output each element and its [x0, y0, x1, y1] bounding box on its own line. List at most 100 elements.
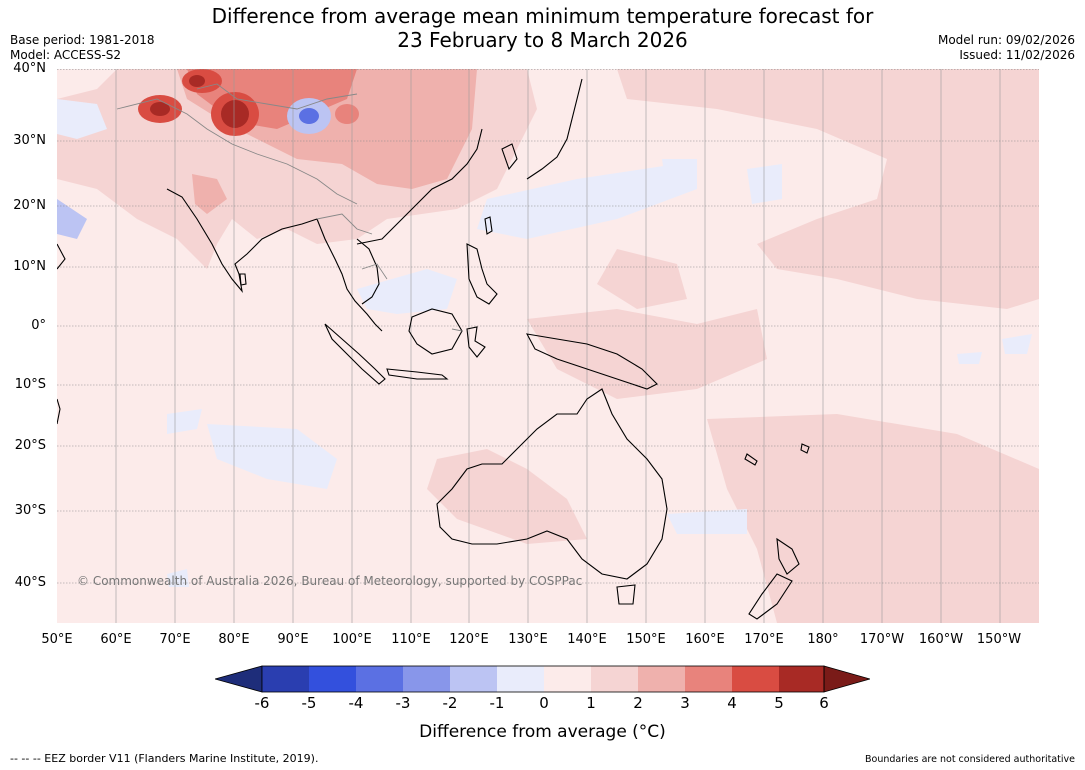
lat-label-30n: 30°N	[13, 133, 46, 148]
colorbar-arrow-left	[215, 665, 263, 693]
arabia-coast	[57, 243, 66, 270]
anomaly-map	[57, 69, 1039, 623]
taiwan	[484, 216, 493, 235]
colorbar-arrow-right	[823, 665, 870, 693]
lon-label-50e: 50°E	[41, 632, 73, 647]
lon-label-160w: 160°W	[918, 632, 964, 647]
vietnam-coast	[356, 238, 380, 305]
pacific-cool-3	[1002, 334, 1032, 354]
model-run: Model run: 09/02/2026	[937, 33, 1075, 47]
lat-label-0: 0°	[31, 318, 46, 333]
colorbar-bin-3	[356, 666, 403, 692]
cb-tick-1: 1	[586, 694, 596, 712]
meta-right: Model run: 09/02/2026 Issued: 11/02/2026	[938, 33, 1075, 63]
colorbar-title: Difference from average (°C)	[419, 722, 666, 742]
cb-tick-3: 3	[680, 694, 690, 712]
kamchatka-warm	[597, 249, 687, 309]
boundaries-note: Boundaries are not considered authoritat…	[865, 754, 1075, 765]
eez-note: -- -- -- EEZ border V11 (Flanders Marine…	[10, 752, 319, 765]
cb-tick-5: 5	[774, 694, 784, 712]
model-name: Model: ACCESS-S2	[10, 48, 122, 62]
new-guinea	[525, 333, 658, 390]
lat-label-40n: 40°N	[13, 61, 46, 76]
lat-label-20n: 20°N	[13, 198, 46, 213]
tasmania	[616, 584, 636, 605]
south-china-sea-cool	[357, 269, 457, 314]
sri-lanka	[239, 273, 247, 286]
cb-tick-0: 0	[539, 694, 549, 712]
fiji	[800, 443, 810, 454]
colorbar-bin-2	[309, 666, 356, 692]
australia-warm	[427, 449, 587, 544]
country-borders	[116, 83, 463, 332]
graticule	[115, 69, 1001, 623]
colorbar-bin-10	[685, 666, 732, 692]
indian-ocean-cool-2	[167, 409, 202, 434]
pacific-cool-2	[747, 164, 782, 204]
cb-tick-minus1: -1	[489, 694, 505, 712]
coastlines	[57, 78, 810, 620]
meta-left: Base period: 1981-2018 Model: ACCESS-S2	[10, 33, 155, 63]
lon-label-180: 180°	[807, 632, 839, 647]
cb-tick-minus3: -3	[395, 694, 411, 712]
sulawesi	[466, 326, 486, 358]
lon-label-70e: 70°E	[159, 632, 191, 647]
japan	[526, 78, 583, 180]
warm-anomaly-regions	[57, 69, 1039, 623]
cb-tick-2: 2	[633, 694, 643, 712]
colorbar	[215, 665, 870, 693]
lon-label-120e: 120°E	[449, 632, 489, 647]
north-pacific-warm	[617, 69, 1039, 309]
colorbar-bin-7	[544, 666, 591, 692]
lon-label-140e: 140°E	[567, 632, 607, 647]
cb-tick-4: 4	[727, 694, 737, 712]
lon-label-150w: 150°W	[976, 632, 1022, 647]
new-caledonia	[744, 453, 758, 466]
pacific-cool-4	[957, 352, 982, 364]
cold-core-inner	[299, 108, 319, 124]
arabia-cool	[57, 199, 87, 239]
colorbar-bin-1	[262, 666, 309, 692]
colorbar-bin-12	[779, 666, 824, 692]
issued-date: Issued: 11/02/2026	[959, 48, 1075, 62]
lon-label-150e: 150°E	[626, 632, 666, 647]
cb-tick-minus6: -6	[254, 694, 270, 712]
lon-label-130e: 130°E	[508, 632, 548, 647]
lat-label-30s: 30°S	[14, 503, 46, 518]
lon-label-170w: 170°W	[859, 632, 905, 647]
colorbar-bin-6	[497, 666, 544, 692]
colorbar-bin-5	[450, 666, 497, 692]
cb-tick-minus4: -4	[348, 694, 364, 712]
lon-label-170e: 170°E	[744, 632, 784, 647]
lon-label-110e: 110°E	[391, 632, 431, 647]
philippines	[466, 243, 498, 305]
lat-label-10s: 10°S	[14, 377, 46, 392]
indochina-coast	[316, 218, 383, 332]
hotspot-north-core	[189, 75, 205, 87]
new-zealand-south	[748, 573, 793, 620]
title-line-1: Difference from average mean minimum tem…	[211, 4, 874, 28]
pacific-cool-1	[662, 159, 697, 194]
cb-tick-6: 6	[819, 694, 829, 712]
lat-label-40s: 40°S	[14, 575, 46, 590]
lon-label-80e: 80°E	[218, 632, 250, 647]
lat-label-20s: 20°S	[14, 438, 46, 453]
africa-coast	[57, 398, 61, 425]
colorbar-bin-4	[403, 666, 450, 692]
indian-ocean-cool	[207, 424, 337, 489]
hotspot-tibet-core	[221, 100, 249, 128]
colorbar-bin-9	[638, 666, 685, 692]
colorbar-frame	[261, 665, 825, 693]
new-zealand-north	[776, 537, 800, 575]
copyright-notice: © Commonwealth of Australia 2026, Bureau…	[77, 574, 583, 588]
title-line-2: 23 February to 8 March 2026	[397, 28, 688, 52]
hotspot-west-core	[150, 102, 170, 116]
australia-coast	[436, 388, 668, 580]
west-indian-warm	[192, 174, 227, 214]
java	[386, 368, 449, 380]
west-cool	[57, 99, 107, 139]
korea	[501, 143, 518, 171]
south-pacific-warm	[707, 414, 1039, 623]
sumatra	[324, 323, 386, 385]
lat-label-10n: 10°N	[13, 259, 46, 274]
